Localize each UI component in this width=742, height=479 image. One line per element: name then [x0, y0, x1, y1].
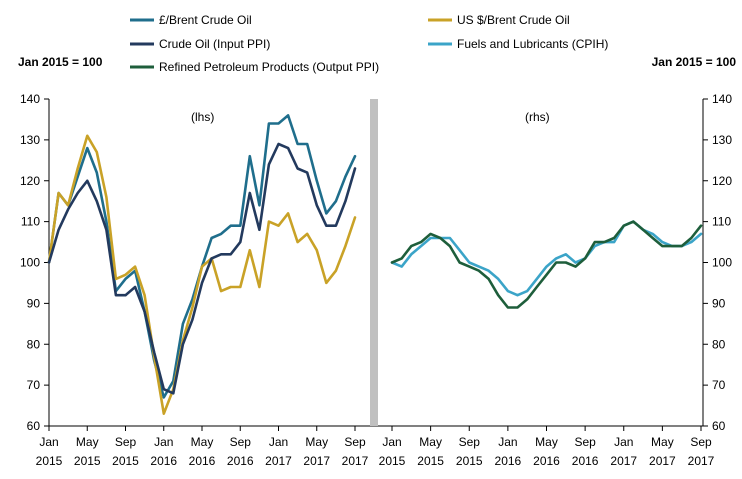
left-y-tick-label: 80	[27, 337, 41, 351]
right-y-tick-label: 90	[712, 296, 726, 310]
x-ticks-right-panel: Jan 2015 May 2015 Sep 2015 Jan 2016 May 2016 Sep 20…	[379, 426, 715, 468]
right-axis-unit-label: Jan 2015 = 100	[652, 55, 737, 69]
x-tick-month-right: Sep	[574, 435, 596, 449]
x-tick-month-right: May	[651, 435, 674, 449]
plot-frame	[48, 99, 704, 427]
x-tick-month-right: Sep	[459, 435, 481, 449]
x-tick-year-left: 2016	[227, 454, 254, 468]
panel-divider	[370, 99, 378, 426]
x-tick-month-left: Jan	[39, 435, 58, 449]
x-tick-month-right: Jan	[498, 435, 517, 449]
x-ticks-left-panel: Jan 2015 May 2015 Sep 2015 Jan 2016 May 2016 Sep 20…	[36, 426, 369, 468]
right-y-tick-label: 110	[712, 215, 731, 229]
left-y-tick-label: 140	[20, 92, 40, 106]
series-line-gbp_brent	[47, 114, 357, 399]
x-tick-year-left: 2016	[189, 454, 216, 468]
right-y-tick-label: 130	[712, 133, 732, 147]
right-y-tick-label: 80	[712, 337, 726, 351]
x-tick-year-right: 2017	[688, 454, 715, 468]
right-y-tick-label: 60	[712, 419, 726, 433]
x-tick-month-right: May	[535, 435, 558, 449]
x-tick-month-right: Sep	[690, 435, 712, 449]
x-tick-month-right: May	[419, 435, 442, 449]
right-panel-series	[390, 220, 703, 309]
x-tick-year-right: 2015	[417, 454, 444, 468]
right-y-tick-label: 70	[712, 378, 726, 392]
left-panel-label: (lhs)	[191, 110, 214, 124]
legend: £/Brent Crude Oil US $/Brent Crude Oil C…	[130, 13, 608, 74]
legend-label-crude-ppi: Crude Oil (Input PPI)	[159, 37, 270, 51]
x-tick-year-right: 2017	[610, 454, 637, 468]
x-tick-month-left: Sep	[230, 435, 252, 449]
left-y-tick-label: 90	[27, 296, 41, 310]
series-line-usd_brent	[47, 134, 357, 416]
legend-label-gbp-brent: £/Brent Crude Oil	[159, 13, 252, 27]
x-tick-month-left: Jan	[269, 435, 288, 449]
x-tick-month-left: May	[305, 435, 328, 449]
x-tick-year-left: 2015	[74, 454, 101, 468]
x-tick-month-left: Sep	[115, 435, 137, 449]
left-y-tick-label: 120	[20, 174, 40, 188]
left-y-tick-label: 60	[27, 419, 41, 433]
x-tick-month-right: Jan	[382, 435, 401, 449]
left-y-tick-label: 110	[21, 215, 40, 229]
left-y-ticks: 60 70 80 90 100 110 120 130 140	[20, 92, 49, 433]
right-y-tick-label: 120	[712, 174, 732, 188]
x-tick-year-right: 2015	[379, 454, 406, 468]
series-line-crude_ppi	[47, 142, 357, 395]
legend-label-refined-ppi: Refined Petroleum Products (Output PPI)	[159, 60, 379, 74]
right-panel-label: (rhs)	[525, 110, 550, 124]
left-axis-unit-label: Jan 2015 = 100	[18, 55, 103, 69]
x-tick-month-left: Sep	[344, 435, 366, 449]
x-tick-year-left: 2017	[303, 454, 330, 468]
right-y-tick-label: 100	[712, 256, 732, 270]
right-y-ticks: 60 70 80 90 100 110 120 130 140	[703, 92, 732, 433]
left-panel-series	[47, 114, 357, 416]
x-tick-year-left: 2015	[112, 454, 139, 468]
x-tick-month-left: Jan	[154, 435, 173, 449]
x-tick-year-left: 2016	[150, 454, 177, 468]
left-y-tick-label: 130	[20, 133, 40, 147]
x-tick-year-right: 2016	[495, 454, 522, 468]
legend-label-fuels-cpih: Fuels and Lubricants (CPIH)	[457, 37, 608, 51]
x-tick-month-left: May	[191, 435, 214, 449]
left-y-tick-label: 100	[20, 256, 40, 270]
legend-label-usd-brent: US $/Brent Crude Oil	[457, 13, 570, 27]
left-y-tick-label: 70	[27, 378, 41, 392]
x-tick-year-right: 2015	[456, 454, 483, 468]
x-tick-year-right: 2016	[533, 454, 560, 468]
x-tick-year-right: 2016	[572, 454, 599, 468]
x-tick-month-left: May	[76, 435, 99, 449]
x-tick-year-left: 2017	[342, 454, 369, 468]
x-tick-year-right: 2017	[649, 454, 676, 468]
right-y-tick-label: 140	[712, 92, 732, 106]
x-tick-year-left: 2017	[265, 454, 292, 468]
x-tick-year-left: 2015	[36, 454, 63, 468]
series-line-refined_ppi	[390, 220, 703, 309]
series-line-fuels_cpih	[390, 220, 703, 297]
x-tick-month-right: Jan	[614, 435, 633, 449]
